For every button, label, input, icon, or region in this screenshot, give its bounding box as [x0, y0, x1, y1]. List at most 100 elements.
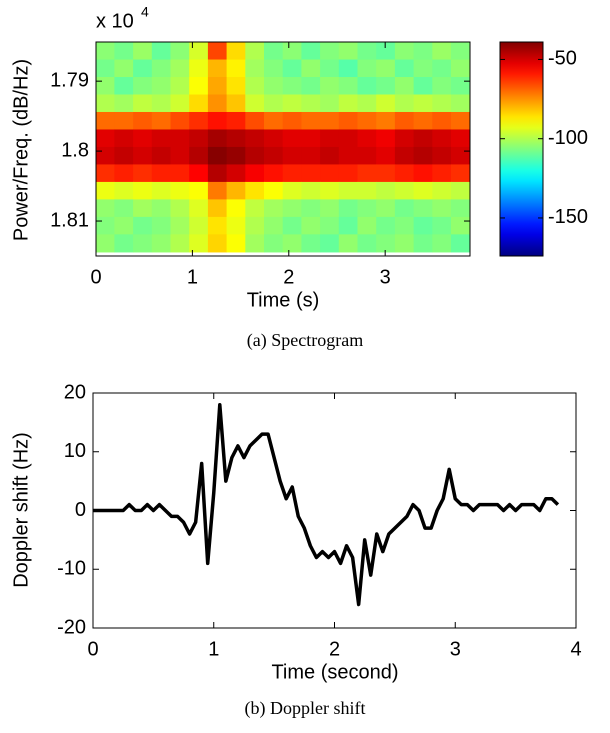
heatmap-cell	[207, 42, 228, 61]
heatmap-cell	[357, 42, 377, 61]
heatmap-cell	[151, 77, 172, 96]
heatmap-cell	[151, 146, 172, 166]
heatmap-cell	[432, 181, 452, 201]
heatmap-cell	[320, 146, 340, 166]
heatmap-cell	[114, 181, 134, 201]
heatmap-cell	[207, 129, 228, 148]
heatmap-cell	[301, 42, 321, 61]
heatmap-cell	[301, 199, 321, 218]
heatmap-cell	[133, 42, 153, 61]
y-offset-exponent: 4	[141, 4, 149, 20]
heatmap-cell	[451, 164, 470, 183]
heatmap-cell	[282, 199, 302, 218]
heatmap-cell	[320, 129, 340, 148]
heatmap-cell	[245, 199, 265, 218]
heatmap-cell	[245, 234, 265, 253]
heatmap-cell	[413, 164, 433, 183]
heatmap-cell	[357, 164, 377, 183]
heatmap-cell	[226, 146, 246, 166]
heatmap-cell	[338, 42, 359, 61]
heatmap-cell	[264, 181, 284, 201]
heatmap-cell	[301, 216, 321, 235]
heatmap-cell	[133, 164, 153, 183]
heatmap-cell	[96, 216, 115, 235]
heatmap-cell	[264, 42, 284, 61]
y-axis-label: Power/Freq. (dB/Hz)	[10, 59, 32, 241]
heatmap-cell	[320, 216, 340, 235]
heatmap-cell	[133, 181, 153, 201]
heatmap-cell	[320, 59, 340, 78]
heatmap-cell	[264, 77, 284, 96]
x-tick-label: 0	[90, 266, 101, 288]
heatmap-cell	[320, 111, 340, 131]
heatmap-cell	[245, 164, 265, 183]
heatmap-cell	[394, 181, 415, 201]
heatmap-cell	[376, 111, 396, 131]
heatmap-cell	[394, 216, 415, 235]
heatmap-cell	[320, 181, 340, 201]
heatmap-cell	[413, 216, 433, 235]
heatmap-cell	[357, 77, 377, 96]
heatmap-cell	[151, 181, 172, 201]
axes-box	[95, 41, 471, 257]
colorbar-tick-label: -100	[548, 127, 588, 149]
heatmap-cell	[245, 94, 265, 113]
heatmap-cell	[376, 164, 396, 183]
heatmap-cell	[264, 234, 284, 253]
heatmap-cell	[264, 129, 284, 148]
x-tick-label: 2	[329, 638, 340, 660]
heatmap-cell	[413, 111, 433, 131]
heatmap-cell	[451, 216, 470, 235]
heatmap-cell	[320, 42, 340, 61]
y-tick-label: -10	[57, 558, 86, 580]
y-tick-label: 10	[64, 440, 86, 462]
heatmap-cell	[394, 164, 415, 183]
heatmap-cell	[413, 129, 433, 148]
heatmap-cell	[114, 94, 134, 113]
heatmap-cell	[133, 77, 153, 96]
y-tick-label: -20	[57, 616, 86, 638]
heatmap-cell	[207, 59, 228, 78]
heatmap-cell	[338, 199, 359, 218]
heatmap-cell	[413, 42, 433, 61]
heatmap-cell	[207, 111, 228, 131]
heatmap-cell	[264, 164, 284, 183]
heatmap-cell	[245, 129, 265, 148]
heatmap-cell	[226, 94, 246, 113]
heatmap-cell	[282, 146, 302, 166]
heatmap-cell	[451, 42, 470, 61]
heatmap-cell	[151, 42, 172, 61]
heatmap-cell	[376, 216, 396, 235]
heatmap-cell	[413, 77, 433, 96]
heatmap-cell	[133, 59, 153, 78]
caption: (a) Spectrogram	[247, 330, 363, 351]
heatmap-cell	[96, 59, 115, 78]
heatmap-cell	[133, 94, 153, 113]
heatmap-cell	[451, 129, 470, 148]
heatmap-cell	[376, 234, 396, 253]
heatmap-cell	[301, 77, 321, 96]
heatmap-cell	[96, 164, 115, 183]
heatmap-cell	[282, 234, 302, 253]
heatmap-cell	[413, 59, 433, 78]
heatmap-cell	[226, 234, 246, 253]
data-line	[93, 403, 560, 607]
heatmap-cell	[170, 164, 190, 183]
heatmap-cell	[114, 234, 134, 253]
heatmap-cell	[338, 181, 359, 201]
heatmap-cell	[432, 77, 452, 96]
heatmap-cell	[282, 59, 302, 78]
heatmap-cell	[189, 234, 209, 253]
heatmap-cell	[170, 146, 190, 166]
heatmap-cell	[226, 42, 246, 61]
heatmap-cell	[301, 164, 321, 183]
caption: (b) Doppler shift	[245, 698, 366, 719]
heatmap-cell	[451, 94, 470, 113]
heatmap-cell	[114, 164, 134, 183]
y-tick-label: 1.79	[50, 69, 89, 91]
heatmap-cell	[96, 94, 115, 113]
heatmap-cell	[189, 216, 209, 235]
heatmap-cell	[413, 199, 433, 218]
heatmap-cell	[207, 146, 228, 166]
